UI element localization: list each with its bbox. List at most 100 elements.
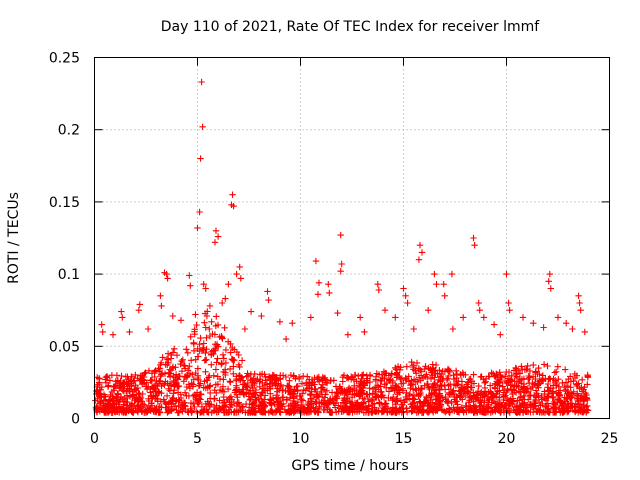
data-point — [206, 302, 214, 310]
data-point — [545, 278, 552, 285]
data-point — [449, 325, 457, 333]
y-tick-label: 0.05 — [49, 339, 80, 355]
data-point — [470, 234, 477, 242]
x-axis-label: GPS time / hours — [291, 458, 408, 474]
data-point — [480, 314, 487, 321]
data-point — [211, 239, 219, 246]
data-point — [404, 299, 411, 307]
data-point — [247, 308, 255, 315]
x-tick-label: 20 — [498, 431, 516, 447]
data-point — [325, 281, 332, 288]
data-point — [418, 249, 426, 256]
x-tick-label: 0 — [90, 431, 99, 447]
data-point — [126, 328, 133, 336]
data-point — [202, 285, 209, 292]
data-point — [219, 299, 226, 307]
data-point — [554, 314, 562, 321]
data-point — [237, 275, 244, 282]
data-point — [264, 288, 271, 295]
y-tick-label: 0 — [71, 412, 80, 428]
data-point — [400, 285, 407, 292]
x-tick-label: 5 — [193, 431, 202, 447]
data-point — [448, 270, 456, 278]
data-point — [471, 242, 478, 249]
data-point — [258, 312, 265, 320]
data-point — [530, 320, 537, 327]
data-point — [192, 311, 199, 318]
data-point — [119, 314, 126, 321]
y-tick-label: 0.1 — [58, 267, 80, 283]
data-point — [431, 270, 438, 278]
data-point — [199, 123, 206, 130]
dense-points-band — [92, 308, 592, 416]
data-point — [441, 292, 448, 299]
data-point — [546, 270, 553, 278]
data-point — [433, 281, 440, 288]
data-point — [136, 301, 143, 308]
data-point — [265, 296, 272, 304]
data-point — [416, 242, 424, 249]
y-axis-label: ROTI / TECUs — [6, 192, 22, 284]
data-point — [519, 314, 527, 321]
plot-frame — [94, 57, 610, 419]
data-point — [212, 227, 220, 234]
data-point — [233, 270, 240, 278]
tick-marks-layer — [94, 57, 610, 419]
data-point — [194, 224, 201, 232]
data-point — [230, 203, 237, 210]
data-point — [581, 328, 588, 336]
data-point — [425, 307, 432, 314]
data-point — [236, 263, 243, 271]
data-point — [334, 309, 341, 317]
data-points-layer — [98, 78, 588, 343]
data-point — [225, 281, 232, 288]
data-point — [440, 281, 447, 288]
data-point — [381, 307, 389, 314]
data-point — [144, 325, 152, 333]
data-point — [196, 208, 203, 216]
y-tick-label: 0.2 — [58, 123, 80, 139]
data-point — [361, 328, 368, 336]
data-point — [490, 321, 498, 328]
data-point — [475, 299, 482, 307]
data-point — [503, 270, 510, 278]
data-point — [169, 312, 176, 320]
data-point — [200, 281, 207, 288]
data-point — [547, 285, 554, 292]
data-point — [214, 233, 222, 240]
data-point — [307, 314, 314, 321]
data-point — [476, 307, 483, 314]
data-point — [229, 191, 236, 198]
data-point — [575, 292, 582, 299]
data-point — [222, 295, 229, 302]
data-point — [164, 275, 171, 282]
data-point — [460, 314, 467, 321]
data-point — [505, 299, 512, 307]
data-point — [198, 78, 205, 86]
data-point — [540, 324, 547, 331]
x-tick-label: 15 — [395, 431, 413, 447]
data-point — [312, 257, 320, 265]
data-point — [415, 256, 423, 263]
data-point — [118, 308, 125, 315]
data-point — [337, 268, 344, 275]
data-point — [315, 279, 323, 286]
data-point — [410, 325, 417, 333]
data-point — [314, 291, 322, 298]
data-point — [186, 272, 193, 279]
data-point — [282, 335, 290, 343]
data-point — [99, 328, 106, 336]
data-point — [337, 231, 344, 239]
data-point — [569, 325, 576, 333]
data-point — [326, 289, 333, 297]
data-point — [392, 314, 399, 321]
data-point — [98, 321, 105, 328]
x-tick-label: 10 — [292, 431, 310, 447]
y-tick-label: 0.25 — [49, 51, 80, 67]
data-point — [577, 307, 584, 314]
data-point — [163, 270, 170, 278]
data-point — [375, 286, 382, 294]
data-point — [135, 307, 142, 314]
data-point — [241, 325, 249, 333]
